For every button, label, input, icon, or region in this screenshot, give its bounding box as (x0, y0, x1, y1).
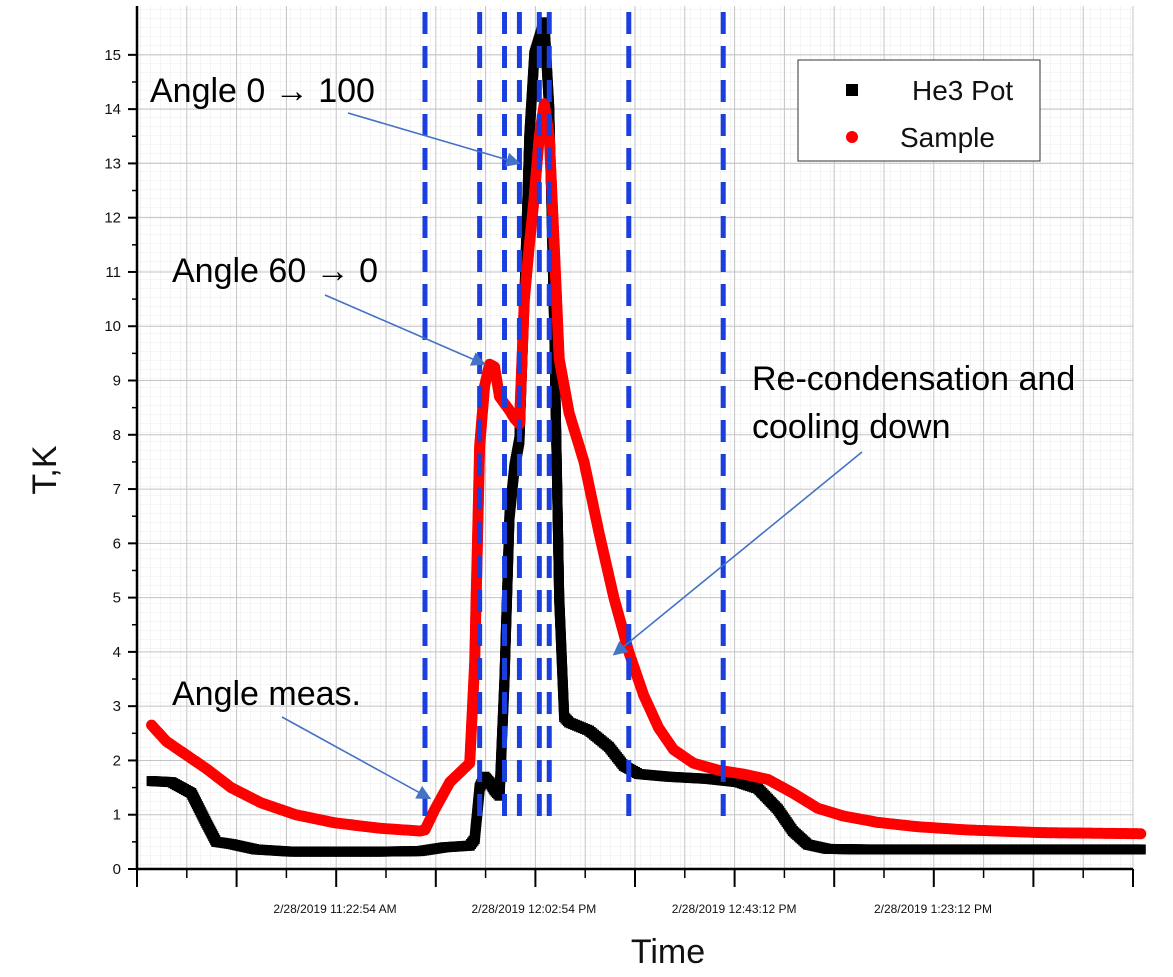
annotation-label: Angle 0 → 100 (150, 72, 375, 110)
x-axis-title: Time (631, 933, 705, 971)
y-tick-label: 11 (105, 264, 121, 281)
y-tick-label: 3 (113, 698, 121, 715)
x-axis-ticks: 2/28/2019 11:22:54 AM 2/28/2019 12:02:54 … (136, 869, 1134, 916)
y-tick-label: 10 (104, 318, 121, 335)
y-tick-label: 7 (113, 481, 121, 498)
x-tick-label: 2/28/2019 1:23:12 PM (874, 902, 992, 916)
legend: He3 Pot Sample (797, 59, 1041, 162)
y-tick-label: 4 (113, 644, 121, 661)
y-tick-label: 8 (113, 427, 121, 444)
annotations: Angle 0 → 100 Angle 60 → 0 Angle meas. Re-c… (150, 72, 1075, 800)
annotation-label: Re-condensation and cooling down (752, 360, 1075, 446)
legend-box (797, 59, 1041, 162)
x-tick-label: 2/28/2019 12:43:12 PM (672, 902, 797, 916)
annotation-label: Angle meas. (172, 675, 361, 713)
y-tick-label: 9 (113, 373, 121, 390)
annotation-arrow (281, 716, 432, 800)
y-tick-label: 12 (104, 210, 121, 227)
annotation-arrow (612, 451, 863, 656)
legend-label-he3-pot: He3 Pot (912, 75, 1013, 106)
annotation-arrow (324, 294, 486, 366)
x-tick-label: 2/28/2019 12:02:54 PM (471, 902, 596, 916)
data-point-he3-pot (1135, 844, 1146, 855)
vertical-markers (422, 12, 726, 828)
x-tick-label: 2/28/2019 11:22:54 AM (273, 902, 396, 916)
y-tick-label: 2 (113, 752, 121, 769)
y-tick-label: 5 (113, 590, 121, 607)
annotation-arrow (347, 112, 521, 167)
y-tick-label: 15 (104, 47, 121, 64)
y-tick-label: 14 (104, 101, 121, 118)
major-grid (136, 6, 1134, 870)
legend-marker-sample (846, 131, 858, 143)
y-tick-label: 13 (104, 155, 121, 172)
annotation-label: Angle 60 → 0 (172, 252, 378, 290)
y-tick-label: 0 (113, 861, 121, 878)
y-axis-title: T,K (26, 445, 64, 494)
legend-label-sample: Sample (900, 122, 995, 153)
legend-marker-he3-pot (846, 84, 858, 96)
data-point-sample (1135, 828, 1147, 840)
y-tick-label: 6 (113, 535, 121, 552)
y-tick-label: 1 (113, 807, 121, 824)
